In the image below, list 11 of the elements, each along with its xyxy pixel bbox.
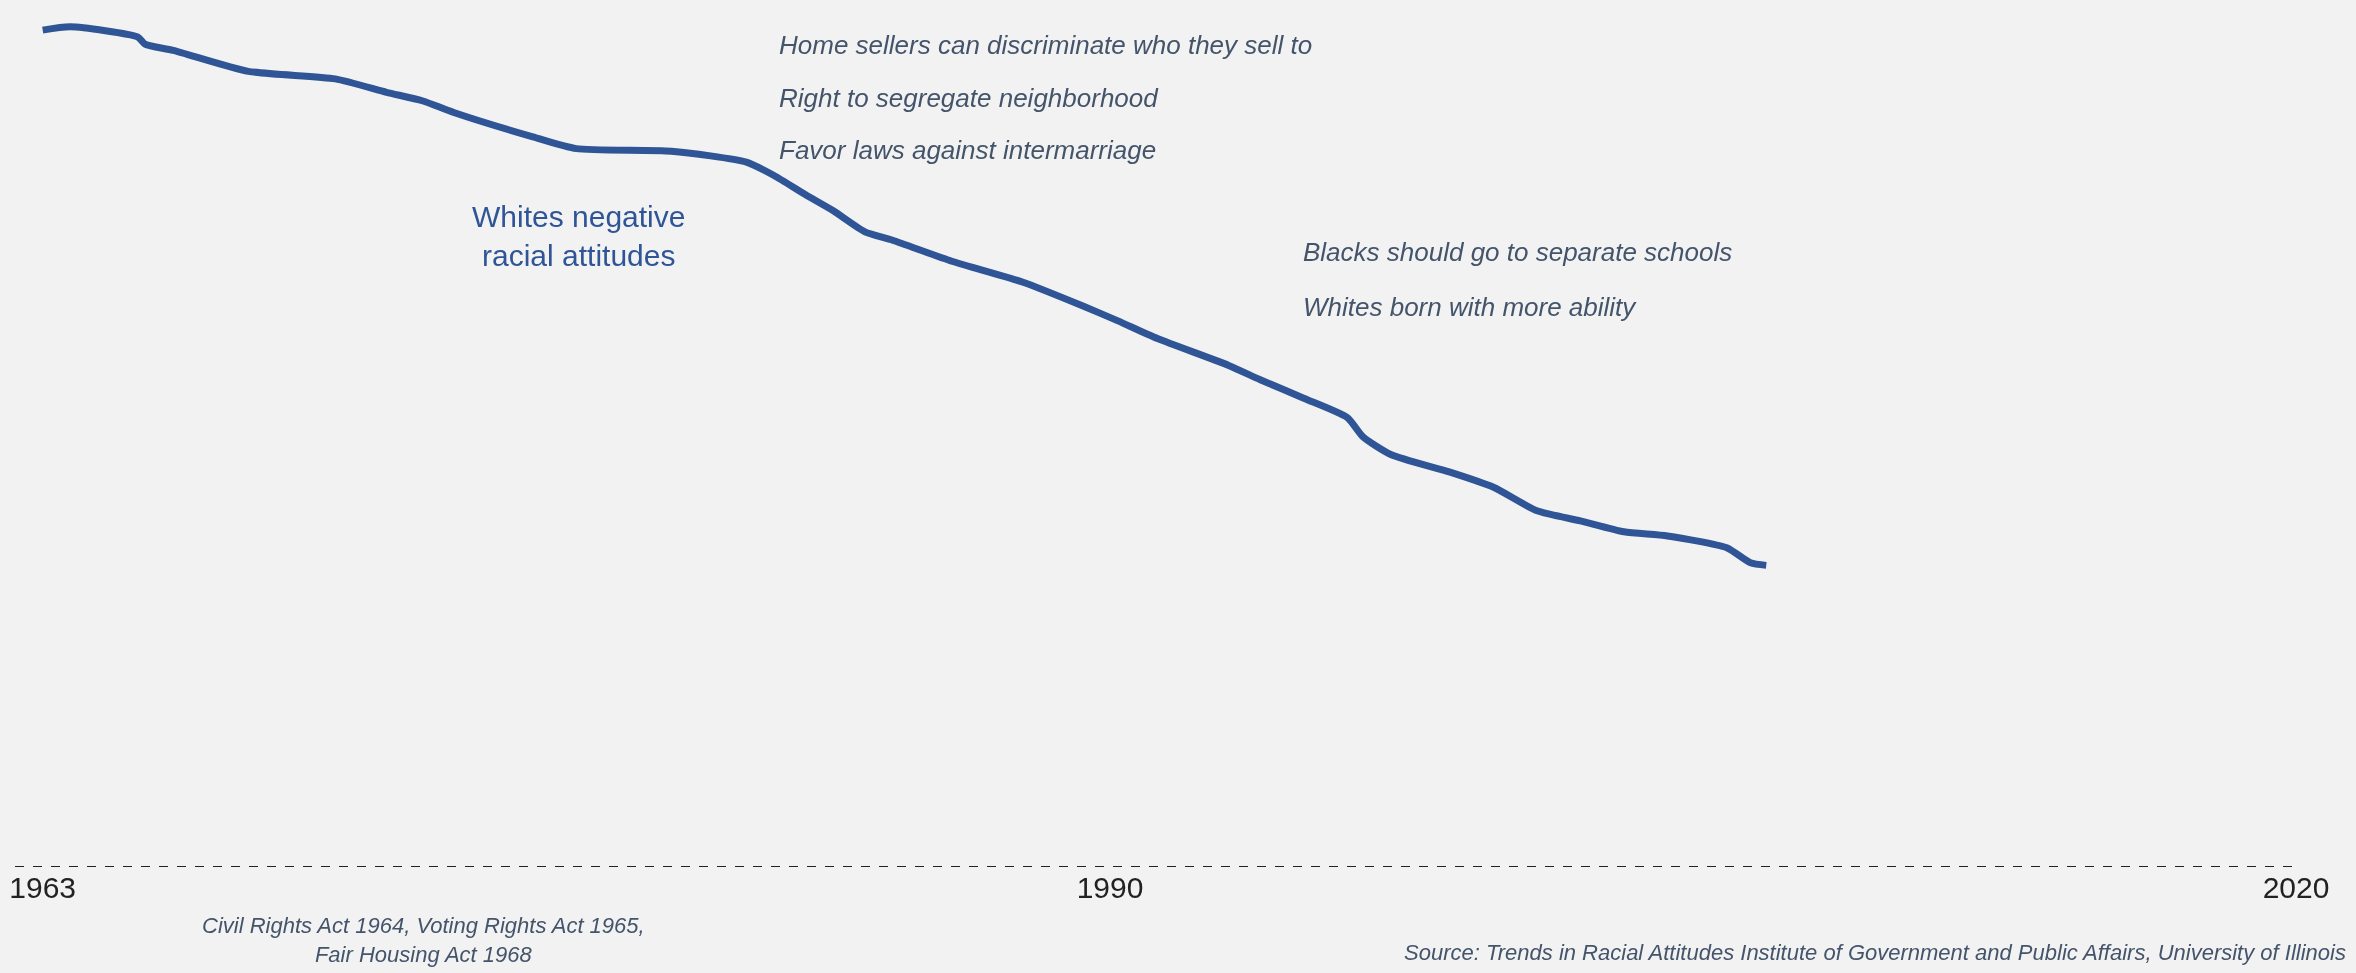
source-note: Source: Trends in Racial Attitudes Institute of Government and Public Affairs, University of Illinois — [1404, 940, 2346, 965]
annotation: Right to segregate neighborhood — [779, 83, 1160, 113]
text: Civil Rights Act 1964, Voting Rights Act 1965, Fair Housing Act 1968 — [202, 913, 645, 967]
annotation: Home sellers can discriminate who they sell to — [779, 30, 1313, 60]
annotation: Favor laws against intermarriage — [779, 135, 1157, 165]
x-tick-label: 1963 — [9, 871, 77, 904]
series-label: Whites negative racial attitudes — [472, 200, 686, 272]
x-tick-label: 2020 — [2262, 871, 2330, 904]
x-tick-label: 1990 — [1076, 871, 1144, 904]
annotation: Whites born with more ability — [1303, 292, 1638, 322]
annotation: Blacks should go to separate schools — [1303, 237, 1733, 267]
